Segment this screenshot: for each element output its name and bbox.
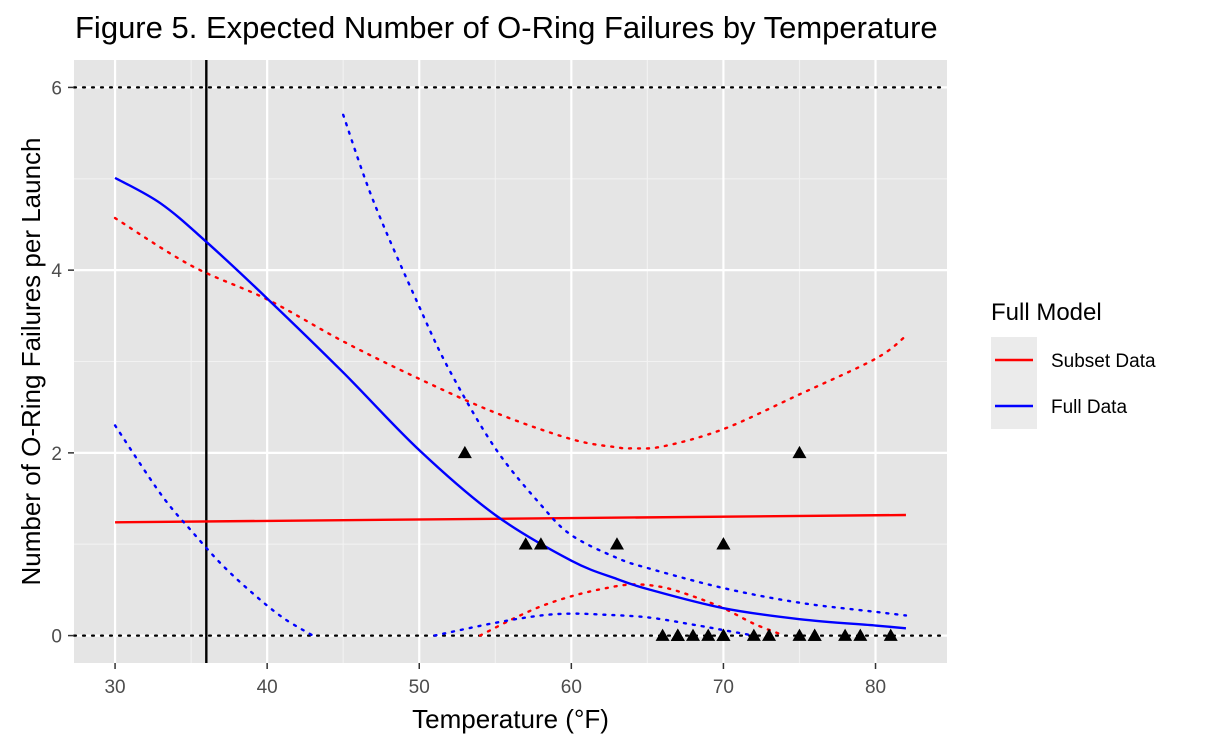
data-point (762, 628, 777, 641)
chart-title: Figure 5. Expected Number of O-Ring Fail… (75, 10, 938, 45)
x-tick-label: 70 (713, 677, 734, 698)
y-tick-label: 0 (51, 627, 62, 648)
data-point (807, 628, 822, 641)
blue-solid-series-3 (114, 176, 907, 630)
data-point (518, 537, 533, 550)
data-point (609, 537, 624, 550)
data-point (686, 628, 701, 641)
y-tick-label: 4 (51, 261, 62, 282)
reference-lines (72, 60, 949, 663)
x-axis-label: Temperature (°F) (412, 704, 609, 734)
data-point (716, 628, 731, 641)
grid (74, 60, 947, 663)
data-points (457, 445, 898, 641)
data-point (457, 445, 472, 459)
blue-dotted-series-4 (342, 113, 908, 617)
legend-label-full-data: Full Data (1051, 397, 1127, 418)
axes: 30 40 50 60 70 80 0 2 4 6 (51, 78, 886, 698)
x-tick-label: 50 (409, 677, 430, 698)
x-tick-label: 60 (561, 677, 582, 698)
data-point (716, 537, 731, 550)
data-point (746, 628, 761, 641)
red-solid-series-0 (115, 513, 906, 524)
data-point (883, 628, 898, 641)
y-tick-label: 6 (51, 78, 62, 99)
legend-title: Full Model (991, 299, 1102, 326)
legend-key-box (991, 337, 1037, 429)
data-point (701, 628, 716, 641)
data-point (670, 628, 685, 641)
y-tick-label: 2 (51, 444, 62, 465)
data-point (792, 445, 807, 459)
y-axis-label: Number of O-Ring Failures per Launch (16, 138, 46, 586)
x-tick-label: 30 (104, 677, 125, 698)
legend: Full Model Subset Data Full Data (991, 299, 1156, 429)
data-point (853, 628, 868, 641)
series-lines (113, 113, 908, 637)
x-tick-label: 80 (865, 677, 886, 698)
data-point (838, 628, 853, 641)
data-point (533, 537, 548, 550)
data-point (792, 628, 807, 641)
data-point (655, 628, 670, 641)
x-tick-label: 40 (257, 677, 278, 698)
legend-label-subset-data: Subset Data (1051, 351, 1156, 372)
